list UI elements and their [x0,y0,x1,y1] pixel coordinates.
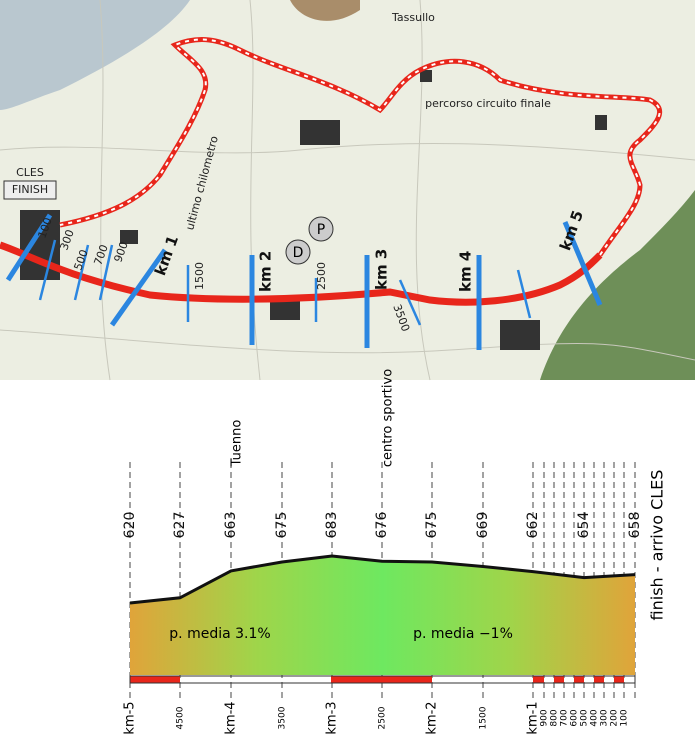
elevation-label: 627 [172,512,188,539]
circuit-dash [59,38,661,256]
race-route [0,241,603,306]
map-label: 2500 [315,262,328,290]
distance-label: km-3 [325,701,340,734]
elevation-label: 683 [324,512,340,539]
elevation-label: 675 [274,512,290,539]
km-markers [5,213,603,350]
elevation-label: 663 [223,512,239,539]
map-label: percorso circuito finale [425,97,551,110]
map-label: Tassullo [391,11,435,24]
distance-label: km-2 [425,701,440,734]
map-label: 1500 [193,262,206,290]
bar-segment [533,676,544,683]
bar-segment [331,676,432,683]
station-note: centro sportivo [381,369,396,467]
icon [285,239,311,265]
distance-label: 800 [550,709,560,726]
elevation-label: 669 [475,512,491,539]
km-label: km 4 [457,251,475,292]
map-label: CLES [16,166,44,179]
map-label: FINISH [12,183,48,196]
distance-label: 1500 [479,706,489,729]
bar-segment [574,676,584,683]
bar-segment [554,676,564,683]
icon [308,216,334,242]
distance-label: 700 [560,709,570,726]
distance-label: km-5 [123,701,138,734]
elevation-profile: km-5 620 4500 627 km-4 663 Tuenno 3500 675 km-3 68… [122,369,667,735]
elevation-label: 654 [576,512,592,539]
elevation-label: 662 [525,512,541,539]
distance-label: 2500 [378,706,388,729]
elevation-label: 676 [374,512,390,539]
distance-label: km-1 [526,701,541,734]
profile-area [130,556,635,675]
elevation-label: 675 [424,512,440,539]
meter-markers [38,239,532,326]
gradient-label: p. media −1% [413,626,513,642]
distance-label: 200 [610,709,620,726]
distance-label: 4500 [176,706,186,729]
finish-box [3,180,57,200]
station-note: Tuenno [230,420,245,468]
bar-segment [594,676,604,683]
distance-label: km-4 [224,701,239,734]
gradient-label: p. media 3.1% [169,626,270,642]
distance-label: 100 [620,709,630,726]
buildings [20,70,607,350]
mountain [290,0,360,21]
bar-segment [130,676,180,683]
elevation-label: 620 [122,512,138,539]
finish-label: finish - arrivo CLES [648,470,667,621]
distance-label: 3500 [278,706,288,729]
distance-label: 600 [570,709,580,726]
km-label: km 3 [373,249,391,290]
bar-segment [614,676,624,683]
distance-label: 900 [540,709,550,726]
distance-label: 500 [580,709,590,726]
distance-label: 400 [590,709,600,726]
profile-line [129,554,636,605]
km-label: km 2 [257,251,275,292]
map-label: D [293,245,304,261]
bar-frame [129,675,636,684]
map: CLES FINISH ultimo chilometro percorso c… [0,0,695,381]
elevation-label: 658 [627,512,643,539]
lake [0,0,190,110]
hills [540,190,695,380]
distance-label: 300 [600,709,610,726]
map-label: P [317,222,325,238]
